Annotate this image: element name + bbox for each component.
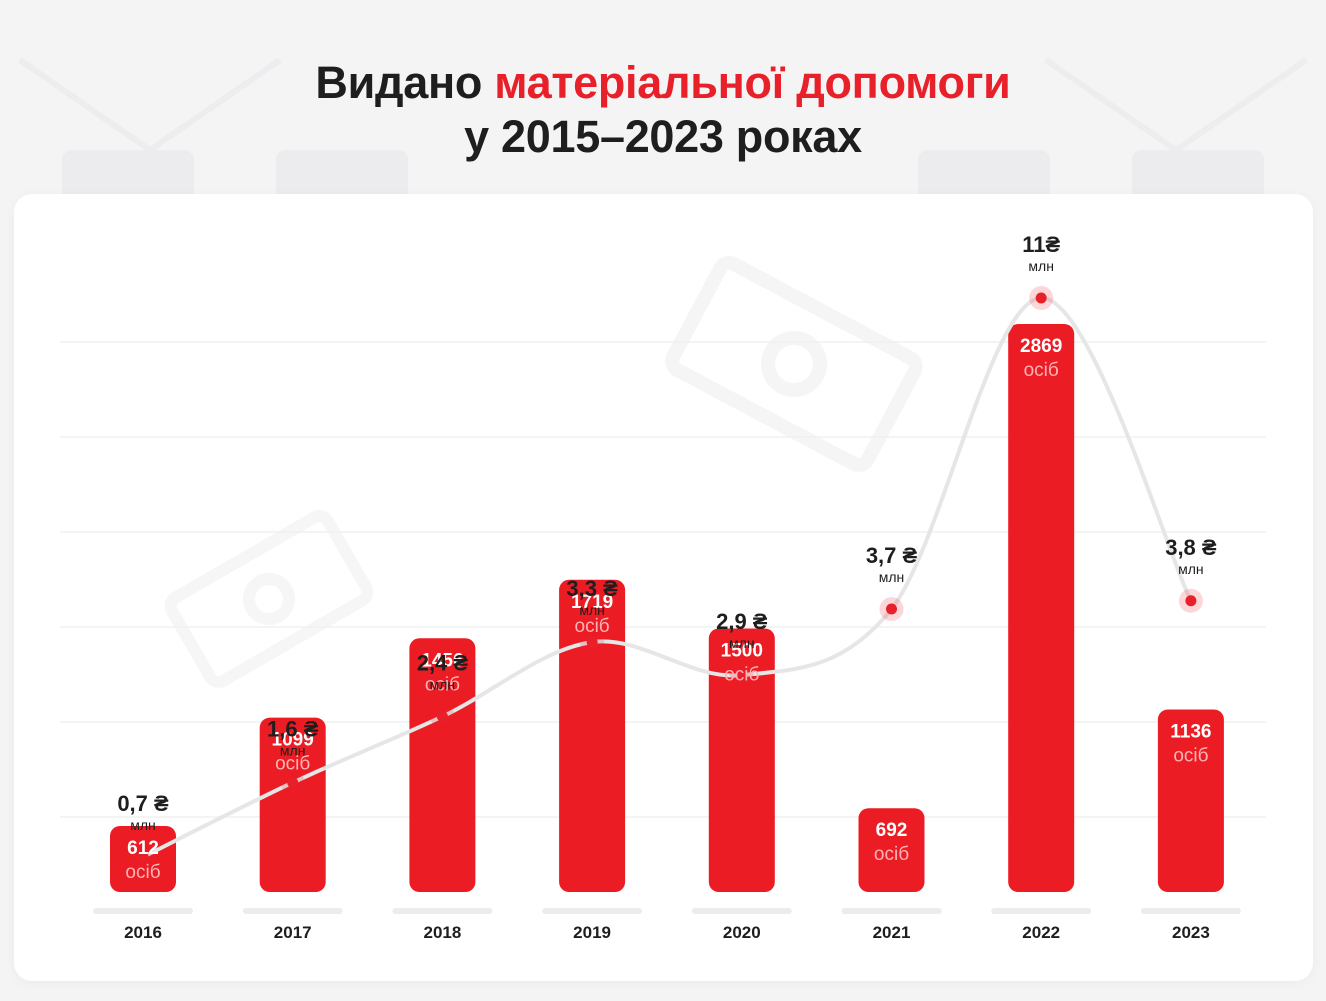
bar-unit-label: осіб (575, 616, 610, 637)
amount-unit-label: млн (130, 817, 156, 833)
bar-unit-label: осіб (1024, 360, 1059, 381)
amount-label: 3,3 ₴ (566, 576, 618, 601)
bar-value-label: 1456 (421, 650, 463, 671)
amount-label: 3,7 ₴ (866, 543, 918, 568)
point (1035, 292, 1047, 304)
amount-unit-label: млн (879, 569, 905, 585)
amount-label: 11₴ (1022, 232, 1060, 257)
year-track (1140, 908, 1241, 914)
amount-unit-label: млн (729, 635, 755, 651)
x-tick-label: 2017 (274, 923, 312, 942)
year-track (93, 908, 193, 914)
title-line-1: Видано матеріальної допомоги (0, 56, 1326, 110)
x-tick-label: 2023 (1172, 923, 1210, 942)
year-track (242, 908, 343, 914)
bar-value-label: 692 (876, 820, 908, 841)
bar-value-label: 1719 (571, 592, 613, 613)
x-tick-label: 2022 (1022, 923, 1060, 942)
point (736, 669, 748, 681)
amount-label: 2,4 ₴ (417, 650, 469, 675)
year-track (991, 908, 1092, 914)
x-tick-label: 2021 (873, 923, 911, 942)
amount-label: 0,7 ₴ (117, 791, 169, 816)
bar-unit-label: осіб (275, 754, 310, 775)
x-tick-label: 2020 (723, 923, 761, 942)
point (886, 603, 897, 615)
amount-label: 2,9 ₴ (716, 609, 768, 634)
bar (708, 628, 775, 892)
amount-unit-label: млн (430, 676, 456, 692)
point (137, 851, 149, 863)
bar-unit-label: осіб (125, 862, 160, 883)
bar-unit-label: осіб (425, 674, 460, 695)
money-watermark (164, 255, 923, 688)
bar (1008, 324, 1075, 892)
chart-card: 2016 612 осіб 0,7 ₴ млн 2017 1099 осіб 1,6 ₴ млн 2… (14, 194, 1313, 981)
amount-points (131, 286, 1203, 869)
bar-value-label: 1136 (1170, 721, 1211, 742)
bars (110, 324, 1224, 892)
year-tracks (93, 908, 1241, 914)
year-track (392, 908, 493, 914)
amount-label: 3,8 ₴ (1165, 535, 1217, 560)
bar (858, 808, 925, 892)
year-track (841, 908, 942, 914)
amount-unit-label: млн (1178, 561, 1204, 577)
bar-value-label: 2869 (1020, 336, 1062, 357)
background-pattern (18, 57, 1308, 200)
amount-unit-label: млн (579, 602, 605, 618)
point (1185, 595, 1197, 607)
bar-value-label: 612 (127, 838, 159, 859)
bar (259, 717, 326, 892)
bar-value-label: 1099 (272, 730, 314, 751)
bar (1157, 709, 1224, 892)
point (436, 710, 448, 722)
amount-unit-label: млн (1028, 258, 1054, 274)
bar-value-label: 1500 (721, 640, 763, 661)
year-track (542, 908, 643, 914)
bar (559, 579, 626, 892)
grid-lines (60, 341, 1266, 818)
x-tick-label: 2018 (423, 923, 461, 942)
x-tick-label: 2016 (124, 923, 162, 942)
point (586, 636, 598, 648)
year-track (691, 908, 792, 914)
title-prefix: Видано (315, 57, 483, 108)
title-line-2: у 2015–2023 роках (464, 111, 862, 162)
bar-unit-label: осіб (1173, 745, 1208, 766)
bar-unit-label: осіб (724, 664, 759, 685)
amount-unit-label: млн (280, 743, 306, 759)
point (287, 777, 299, 789)
x-tick-label: 2019 (573, 923, 611, 942)
title-highlight: матеріальної допомоги (494, 57, 1011, 108)
amount-label: 1,6 ₴ (267, 717, 319, 742)
bar (409, 638, 476, 892)
chart-title: Видано матеріальної допомоги у 2015–2023… (0, 56, 1326, 164)
bar-unit-label: осіб (874, 844, 909, 865)
